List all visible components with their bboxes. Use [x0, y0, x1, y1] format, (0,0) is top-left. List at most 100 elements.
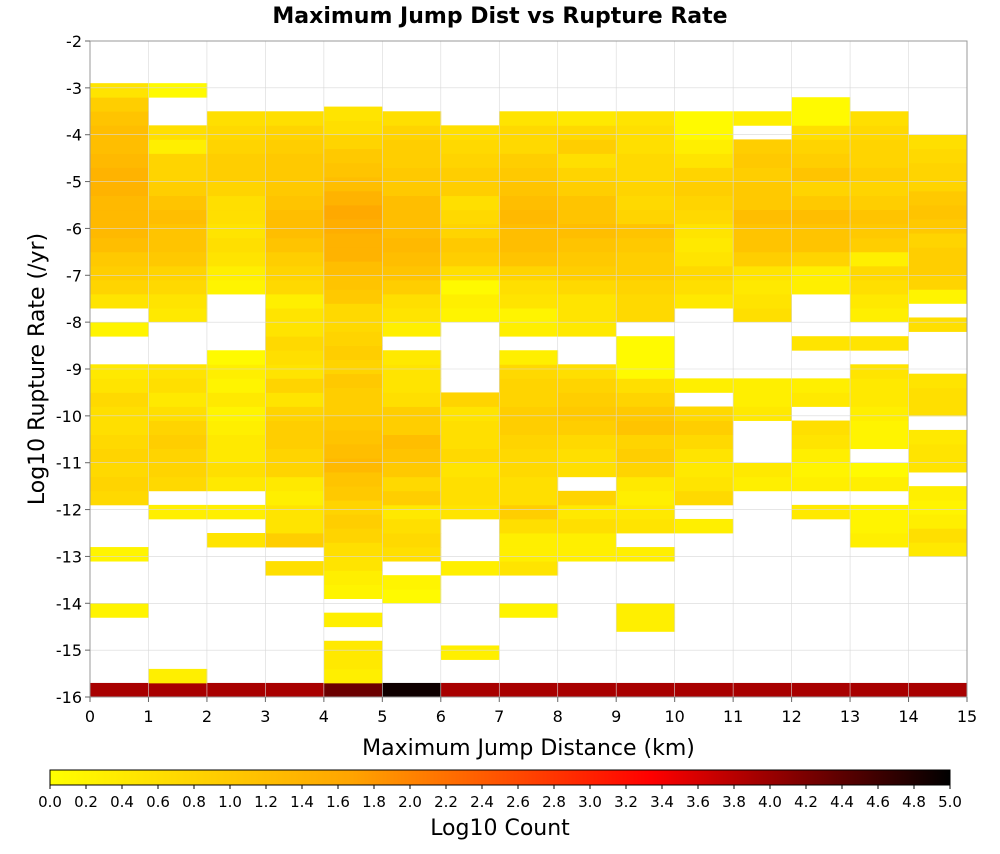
heatmap-cell [499, 350, 559, 365]
heatmap-cell [499, 195, 559, 211]
heatmap-cell [90, 181, 149, 197]
heatmap-cell [323, 148, 383, 164]
heatmap-cell [850, 237, 909, 253]
x-tick-label: 15 [957, 707, 977, 726]
heatmap-cell [382, 209, 442, 225]
heatmap-cell [206, 251, 266, 267]
heatmap-cell [850, 153, 909, 168]
heatmap-cell [265, 490, 325, 506]
heatmap-cell [323, 570, 383, 585]
heatmap-cell [791, 237, 851, 253]
heatmap-cell [616, 462, 676, 478]
heatmap-cell [499, 434, 559, 450]
heatmap-cell [733, 251, 792, 267]
heatmap-cell [791, 392, 851, 407]
heatmap-cell [674, 682, 734, 698]
heatmap-cell [850, 533, 909, 548]
heatmap-cell [323, 134, 383, 150]
heatmap-cell [265, 111, 325, 126]
heatmap-cell [557, 490, 617, 506]
heatmap-cell [616, 378, 676, 393]
heatmap-cell [382, 181, 442, 197]
heatmap-cell [499, 308, 559, 323]
heatmap-cell [850, 209, 909, 225]
heatmap-cell [206, 181, 266, 197]
heatmap-cell [382, 462, 442, 478]
heatmap-cell [148, 279, 208, 295]
heatmap-cell [90, 83, 149, 98]
heatmap-cell [206, 462, 266, 478]
heatmap-cell [323, 359, 383, 375]
colorbar-tick-label: 0.2 [74, 793, 98, 811]
heatmap-cell [908, 289, 968, 304]
heatmap-cell [206, 392, 266, 407]
heatmap-cell [674, 462, 734, 478]
heatmap-cell [148, 434, 208, 450]
heatmap-cell [557, 237, 617, 253]
heatmap-cell [499, 181, 559, 197]
y-tick-label: -10 [56, 407, 82, 426]
heatmap-cell [908, 401, 968, 417]
heatmap-cell [791, 279, 851, 295]
heatmap-cell [908, 500, 968, 515]
heatmap-cell [323, 682, 383, 698]
heatmap-cell [616, 279, 676, 295]
colorbar-tick-label: 4.6 [866, 793, 890, 811]
heatmap-cell [908, 148, 968, 164]
heatmap-cell [148, 181, 208, 197]
x-tick-label: 3 [260, 707, 270, 726]
heatmap-cell [265, 167, 325, 182]
y-tick-label: -5 [66, 173, 82, 192]
heatmap-cell [265, 682, 325, 698]
heatmap-cell [382, 251, 442, 267]
heatmap-cell [733, 682, 792, 698]
heatmap-cell [206, 378, 266, 393]
heatmap-cell [557, 167, 617, 182]
heatmap-cell [265, 364, 325, 379]
heatmap-cell [908, 275, 968, 290]
heatmap-cell [499, 406, 559, 421]
heatmap-cell [323, 528, 383, 543]
heatmap-cell [499, 294, 559, 309]
heatmap-cell [791, 181, 851, 197]
heatmap-cell [616, 308, 676, 323]
heatmap-cell [616, 153, 676, 168]
heatmap-cell [733, 209, 792, 225]
heatmap-cell [616, 181, 676, 197]
heatmap-cell [791, 97, 851, 112]
heatmap-cell [90, 265, 149, 281]
heatmap-cell [791, 378, 851, 393]
heatmap-cell [850, 462, 909, 478]
heatmap-cell [499, 153, 559, 168]
colorbar-tick-label: 1.4 [290, 793, 314, 811]
heatmap-cell [440, 682, 500, 698]
heatmap-cell [908, 387, 968, 403]
heatmap-cell [616, 195, 676, 211]
heatmap-cell [850, 682, 909, 698]
heatmap-cell [90, 237, 149, 253]
chart-title: Maximum Jump Dist vs Rupture Rate [272, 4, 727, 29]
heatmap-cell [148, 195, 208, 211]
heatmap-cell [440, 645, 500, 660]
heatmap-cell [440, 294, 500, 309]
heatmap-cell [908, 247, 968, 262]
heatmap-cell [148, 668, 208, 684]
heatmap-cell [908, 134, 968, 150]
heatmap-cell [674, 518, 734, 534]
heatmap-cell [206, 682, 266, 698]
colorbar-title: Log10 Count [430, 816, 570, 841]
heatmap-cell [440, 561, 500, 576]
heatmap-cell [148, 294, 208, 309]
heatmap-cell [616, 111, 676, 126]
colorbar-tick-label: 0.8 [182, 793, 206, 811]
colorbar-tick-label: 1.2 [254, 793, 278, 811]
colorbar-tick-label: 4.0 [758, 793, 782, 811]
heatmap-cell [616, 294, 676, 309]
heatmap-cell [323, 668, 383, 684]
heatmap-cell [323, 542, 383, 557]
heatmap-cell [499, 533, 559, 548]
heatmap-cell [206, 533, 266, 548]
heatmap-cell [733, 406, 792, 421]
heatmap-cell [440, 279, 500, 295]
heatmap-cell [206, 364, 266, 379]
